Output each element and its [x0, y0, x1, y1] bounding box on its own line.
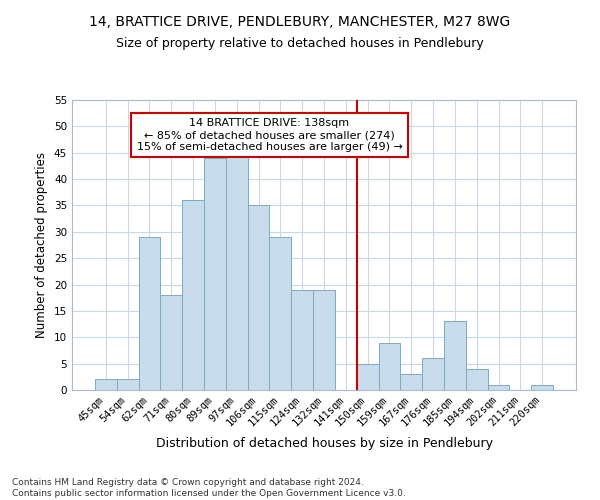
Bar	[400, 374, 422, 390]
Bar	[531, 384, 553, 390]
Bar	[444, 322, 466, 390]
Text: 14, BRATTICE DRIVE, PENDLEBURY, MANCHESTER, M27 8WG: 14, BRATTICE DRIVE, PENDLEBURY, MANCHEST…	[89, 15, 511, 29]
Bar	[357, 364, 379, 390]
X-axis label: Distribution of detached houses by size in Pendlebury: Distribution of detached houses by size …	[155, 437, 493, 450]
Bar	[488, 384, 509, 390]
Text: Size of property relative to detached houses in Pendlebury: Size of property relative to detached ho…	[116, 38, 484, 51]
Bar	[139, 237, 160, 390]
Y-axis label: Number of detached properties: Number of detached properties	[35, 152, 49, 338]
Bar	[182, 200, 204, 390]
Bar	[379, 342, 400, 390]
Bar	[95, 380, 117, 390]
Text: Contains HM Land Registry data © Crown copyright and database right 2024.
Contai: Contains HM Land Registry data © Crown c…	[12, 478, 406, 498]
Bar	[248, 206, 269, 390]
Bar	[291, 290, 313, 390]
Bar	[204, 158, 226, 390]
Bar	[422, 358, 444, 390]
Bar	[160, 295, 182, 390]
Bar	[466, 369, 488, 390]
Bar	[117, 380, 139, 390]
Bar	[313, 290, 335, 390]
Bar	[269, 237, 291, 390]
Text: 14 BRATTICE DRIVE: 138sqm
← 85% of detached houses are smaller (274)
15% of semi: 14 BRATTICE DRIVE: 138sqm ← 85% of detac…	[137, 118, 403, 152]
Bar	[226, 148, 248, 390]
